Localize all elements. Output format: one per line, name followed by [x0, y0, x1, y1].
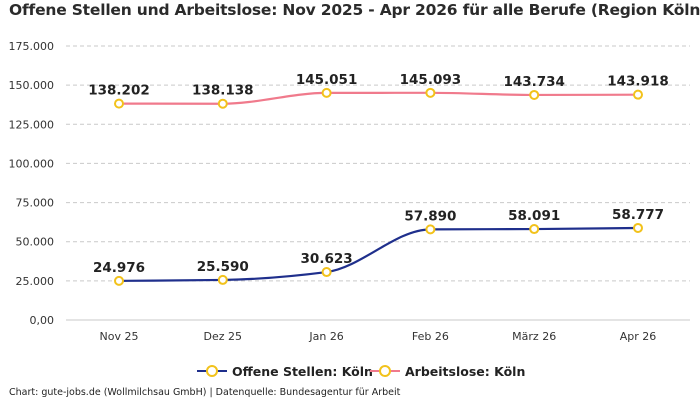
data-labels: 24.976 25.590 30.623 57.890 58.091 58.777 138.…: [88, 72, 669, 276]
data-point: [217, 98, 228, 109]
y-tick-label: 25.000: [16, 275, 55, 288]
x-tick-label: Feb 26: [412, 330, 449, 343]
series-lines: [118, 91, 639, 282]
y-axis-ticks: 0,00 25.000 50.000 75.000 100.000 125.000 150.…: [9, 40, 55, 327]
legend: Offene Stellen: Köln Arbeitslose: Köln: [0, 361, 700, 381]
data-label: 25.590: [197, 259, 249, 275]
data-point: [321, 87, 332, 98]
data-point: [529, 89, 540, 100]
legend-marker: [379, 365, 391, 377]
chart-title: Offene Stellen und Arbeitslose: Nov 2025…: [9, 1, 700, 19]
x-tick-label: März 26: [512, 330, 556, 343]
legend-swatch-arbeitslose: [370, 361, 400, 381]
legend-label: Offene Stellen: Köln: [232, 363, 373, 379]
y-tick-label: 150.000: [9, 79, 55, 92]
y-tick-label: 125.000: [9, 118, 55, 131]
data-label: 143.918: [607, 74, 669, 90]
y-tick-label: 50.000: [16, 236, 55, 249]
data-point: [114, 275, 124, 286]
data-label: 30.623: [301, 251, 353, 267]
data-point: [425, 87, 436, 98]
data-label: 138.138: [192, 83, 254, 99]
x-tick-label: Jan 26: [308, 330, 343, 343]
data-label: 145.051: [296, 72, 358, 88]
x-tick-label: Nov 25: [100, 330, 139, 343]
x-tick-label: Dez 25: [204, 330, 243, 343]
data-label: 57.890: [404, 208, 456, 224]
data-point: [217, 274, 228, 285]
series-markers: [114, 87, 643, 286]
legend-swatch-offene-stellen: [197, 361, 227, 381]
data-label: 58.777: [612, 207, 664, 223]
series-line-0: [118, 226, 639, 282]
source-footer: Chart: gute-jobs.de (Wollmilchsau GmbH) …: [9, 387, 401, 398]
legend-marker: [206, 365, 218, 377]
y-tick-label: 100.000: [9, 157, 55, 170]
legend-label: Arbeitslose: Köln: [405, 363, 526, 379]
x-tick-label: Apr 26: [620, 330, 657, 343]
data-point: [114, 98, 124, 109]
data-label: 145.093: [400, 72, 462, 88]
data-label: 24.976: [93, 260, 145, 276]
y-tick-label: 75.000: [16, 197, 55, 210]
gridlines: [66, 45, 690, 321]
data-point: [633, 89, 643, 100]
data-point: [321, 267, 332, 278]
legend-item-offene-stellen[interactable]: Offene Stellen: Köln: [197, 361, 373, 381]
legend-item-arbeitslose[interactable]: Arbeitslose: Köln: [370, 361, 525, 381]
data-point: [425, 224, 436, 235]
data-label: 143.734: [503, 74, 565, 90]
data-point: [633, 222, 643, 233]
x-axis-ticks: Nov 25 Dez 25 Jan 26 Feb 26 März 26 Apr 26: [100, 330, 657, 343]
y-tick-label: 175.000: [9, 40, 55, 53]
data-label: 58.091: [508, 208, 560, 224]
data-label: 138.202: [88, 83, 150, 99]
data-point: [529, 224, 540, 235]
series-line-1: [118, 91, 639, 105]
y-tick-label: 0,00: [30, 314, 55, 327]
